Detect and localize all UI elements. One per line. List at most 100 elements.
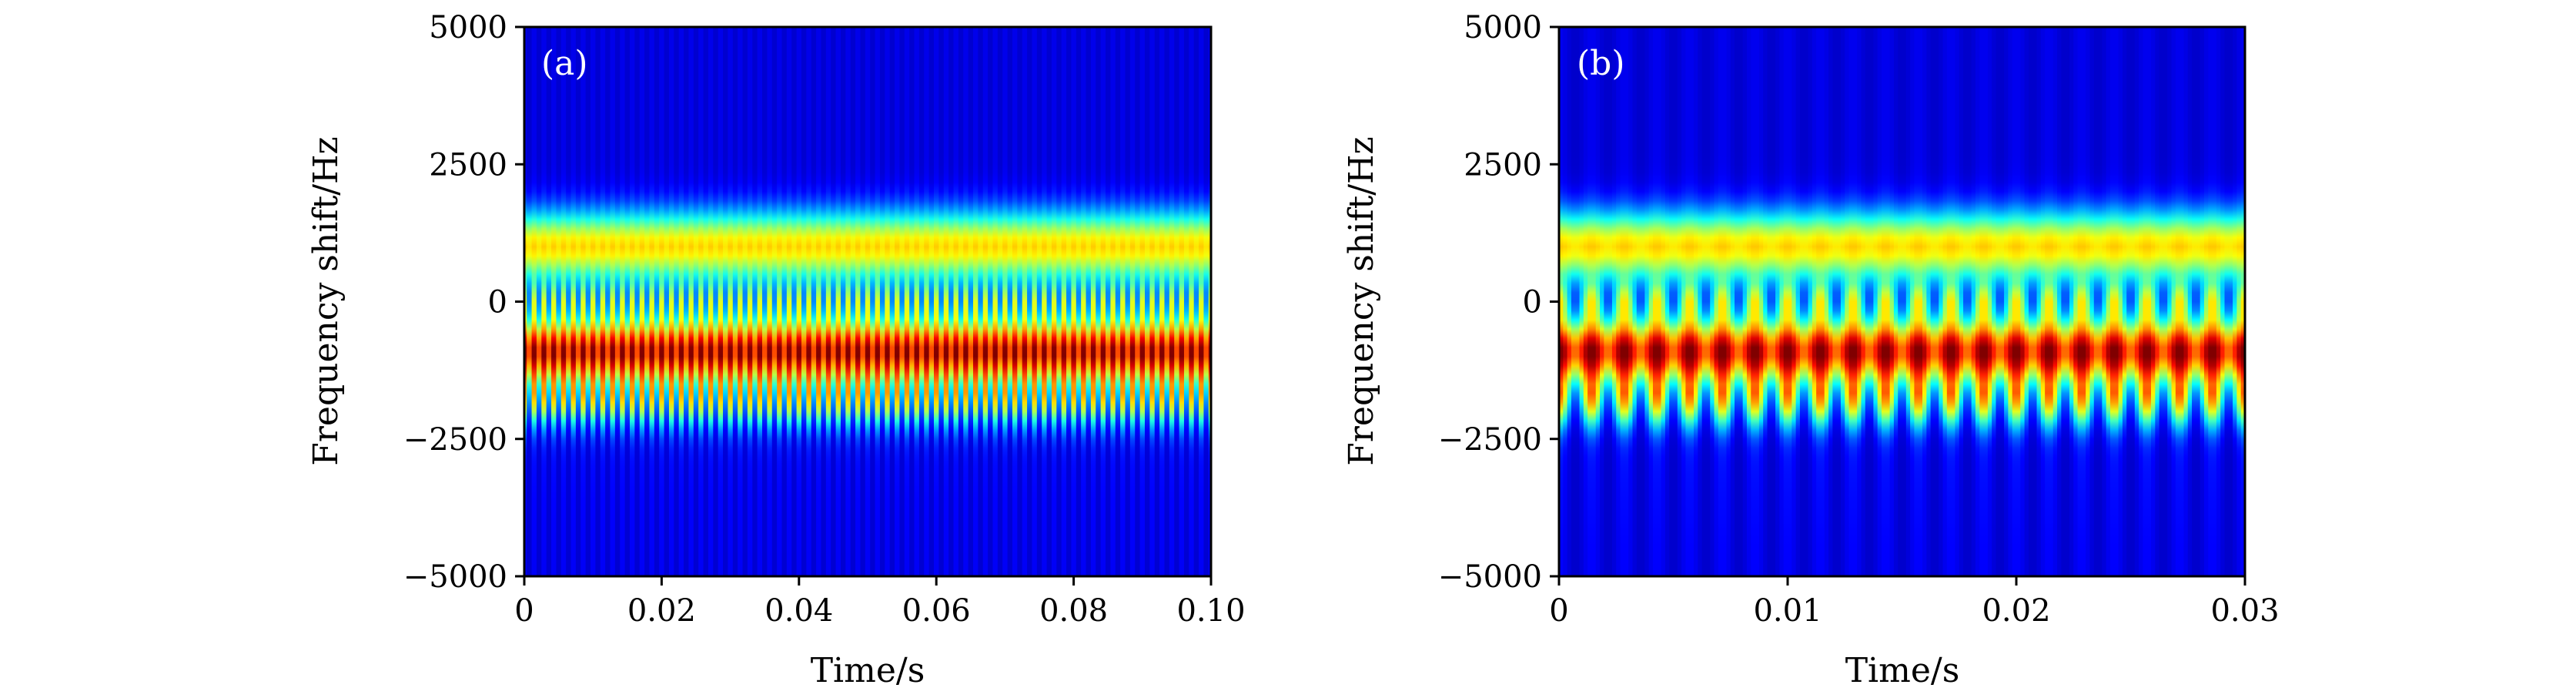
spectrogram-column [868,27,871,576]
spectrogram-column [1129,27,1133,576]
spectrogram-column [936,27,939,576]
spectrogram-column [899,27,903,576]
spectrogram-column [831,27,834,576]
spectrogram-column [1788,27,1792,576]
spectrogram-column [1673,27,1678,576]
spectrogram-column [1139,27,1143,576]
spectrogram-column [730,27,734,576]
spectrogram-column [961,27,964,576]
spectrogram-column [548,27,552,576]
spectrogram-column [1694,27,1698,576]
spectrogram-column [2175,27,2180,576]
spectrogram-column [560,27,564,576]
spectrogram-column [624,27,628,576]
spectrogram-column [622,27,626,576]
spectrogram-column [1771,27,1776,576]
spectrogram-column [1840,27,1845,576]
spectrogram-column [1098,27,1102,576]
spectrogram-column [2171,27,2176,576]
spectrogram-column [804,27,807,576]
spectrogram-column [1071,27,1075,576]
spectrogram-column [2228,27,2233,576]
spectrogram-column [651,27,655,576]
spectrogram-column [791,27,795,576]
spectrogram-column [2224,27,2230,576]
spectrogram-b [1559,27,2246,576]
spectrogram-column [1828,27,1833,576]
spectrogram-column [668,27,672,576]
spectrogram-column [1044,27,1048,576]
spectrogram-column [578,27,581,576]
spectrogram-column [858,27,861,576]
spectrogram-column [1669,27,1674,576]
spectrogram-column [918,27,922,576]
spectrogram-column [1611,27,1617,576]
spectrogram-column [784,27,788,576]
spectrogram-column [945,27,949,576]
spectrogram-column [2126,27,2132,576]
spectrogram-column [1591,27,1597,576]
spectrogram-column [1889,27,1895,576]
spectrogram-column [872,27,876,576]
spectrogram-column [1039,27,1042,576]
spectrogram-column [2130,27,2136,576]
spectrogram-column [657,27,660,576]
spectrogram-column [922,27,925,576]
spectrogram-column [1056,27,1060,576]
spectrogram-column [738,27,741,576]
spectrogram-column [1059,27,1062,576]
spectrogram-column [1005,27,1009,576]
spectrogram-column [882,27,885,576]
spectrogram-column [566,27,569,576]
spectrogram-column [590,27,594,576]
spectrogram-column [1054,27,1057,576]
spectrogram-column [1196,27,1199,576]
spectrogram-column [1848,27,1854,576]
spectrogram-column [965,27,969,576]
spectrogram-column [762,27,765,576]
spectrogram-column [1027,27,1030,576]
spectrogram-column [1652,27,1658,576]
spectrogram-column [1022,27,1025,576]
spectrogram-column [1689,27,1694,576]
spectrogram-column [1779,27,1785,576]
spectrogram-column [1174,27,1177,576]
spectrogram-column [752,27,756,576]
spectrogram-column [2200,27,2205,576]
spectrogram-column [860,27,864,576]
spectrogram-column [2196,27,2201,576]
spectrogram-column [580,27,584,576]
spectrogram-column [637,27,641,576]
spectrogram-column [1583,27,1588,576]
spectrogram-column [556,27,560,576]
spectrogram-column [2146,27,2152,576]
spectrogram-column [602,27,606,576]
spectrogram-column [1939,27,1944,576]
spectrogram-column [995,27,999,576]
spectrogram-column [953,27,957,576]
spectrogram-column [1029,27,1033,576]
spectrogram-column [1975,27,1980,576]
spectrogram-column [1775,27,1780,576]
spectrogram-column [617,27,621,576]
spectrogram-column [1076,27,1079,576]
spectrogram-column [1144,27,1148,576]
spectrogram-column [1159,27,1163,576]
spectrogram-column [811,27,815,576]
spectrogram-column [816,27,819,576]
spectrogram-column [1019,27,1023,576]
spectrogram-column [627,27,631,576]
spectrogram-column [1017,27,1021,576]
spectrogram-column [992,27,996,576]
spectrogram-column [634,27,638,576]
spectrogram-column [1681,27,1687,576]
spectrogram-column [742,27,746,576]
spectrogram-column [1127,27,1131,576]
spectrogram-column [1108,27,1111,576]
spectrogram-column [1661,27,1666,576]
spectrogram-column [928,27,932,576]
spectrogram-column [1718,27,1723,576]
spectrogram-column [892,27,895,576]
spectrogram-column [1755,27,1760,576]
spectrogram-column [1808,27,1813,576]
